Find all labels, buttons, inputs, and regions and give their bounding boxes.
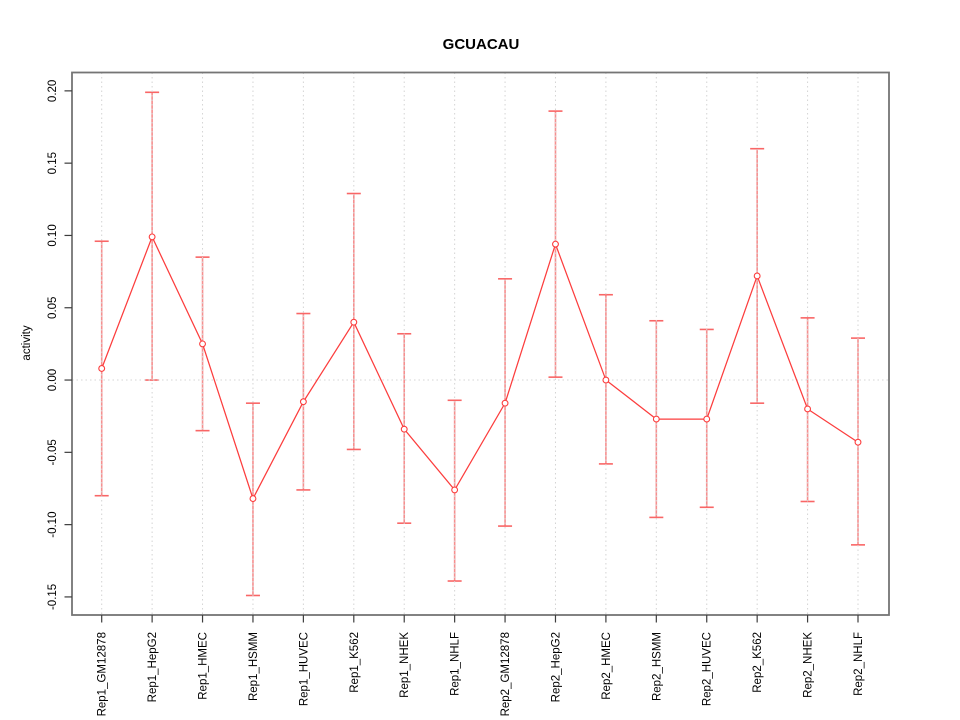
- data-point: [451, 486, 459, 494]
- y-tick-label: 0.00: [47, 369, 59, 391]
- data-point: [602, 376, 610, 384]
- x-tick-label: Rep1_K562: [349, 632, 361, 693]
- data-point: [400, 425, 408, 433]
- x-tick-label: Rep2_HUVEC: [702, 632, 714, 706]
- x-tick-label: Rep1_NHEK: [399, 632, 411, 698]
- data-point: [552, 240, 559, 248]
- gridlines-layer: [72, 72, 889, 615]
- data-points-layer: [98, 233, 862, 503]
- x-tick-label: Rep1_HSMM: [248, 632, 260, 701]
- data-point: [804, 405, 812, 413]
- y-tick-label: 0.10: [47, 224, 59, 246]
- x-tick-label: Rep1_HepG2: [147, 632, 159, 702]
- tick-labels-layer: -0.15 -0.10 -0.05 0.00 0.05 0.10 0.15 0.20 Rep1_…: [47, 80, 865, 717]
- x-tick-label: Rep1_GM12878: [97, 632, 109, 716]
- x-tick-label: Rep1_HUVEC: [298, 632, 310, 706]
- data-point: [299, 398, 307, 406]
- x-tick-label: Rep2_HMEC: [601, 632, 613, 700]
- data-point: [854, 438, 862, 446]
- data-point: [501, 399, 509, 407]
- y-axis-label: activity: [21, 325, 33, 360]
- x-tick-label: Rep1_NHLF: [450, 632, 462, 696]
- data-point: [350, 318, 358, 326]
- plot-border: [71, 71, 890, 616]
- y-tick-label: 0.15: [47, 152, 59, 174]
- data-point: [652, 415, 660, 423]
- y-tick-label: 0.05: [47, 297, 59, 319]
- chart-title: GCUACAU: [443, 36, 520, 53]
- error-bars-layer: [94, 91, 865, 597]
- data-point: [148, 233, 156, 241]
- data-point: [199, 340, 206, 348]
- y-tick-label: -0.05: [47, 439, 59, 465]
- x-tick-label: Rep2_NHEK: [803, 632, 815, 698]
- x-tick-label: Rep2_K562: [752, 632, 764, 693]
- data-point: [249, 495, 257, 503]
- x-tick-label: Rep1_HMEC: [198, 632, 210, 700]
- y-tick-label: 0.20: [47, 80, 59, 102]
- data-point: [98, 365, 106, 372]
- axes-layer: [64, 71, 890, 623]
- x-tick-label: Rep2_NHLF: [853, 632, 865, 696]
- x-tick-label: Rep2_HSMM: [651, 632, 663, 701]
- y-tick-label: -0.10: [47, 512, 59, 538]
- series-line-layer: [101, 235, 859, 501]
- y-tick-label: -0.15: [47, 584, 59, 610]
- data-point: [703, 415, 711, 423]
- x-tick-label: Rep2_GM12878: [500, 632, 512, 716]
- data-point: [753, 272, 761, 280]
- x-tick-label: Rep2_HepG2: [550, 632, 562, 702]
- series-line: [101, 235, 859, 501]
